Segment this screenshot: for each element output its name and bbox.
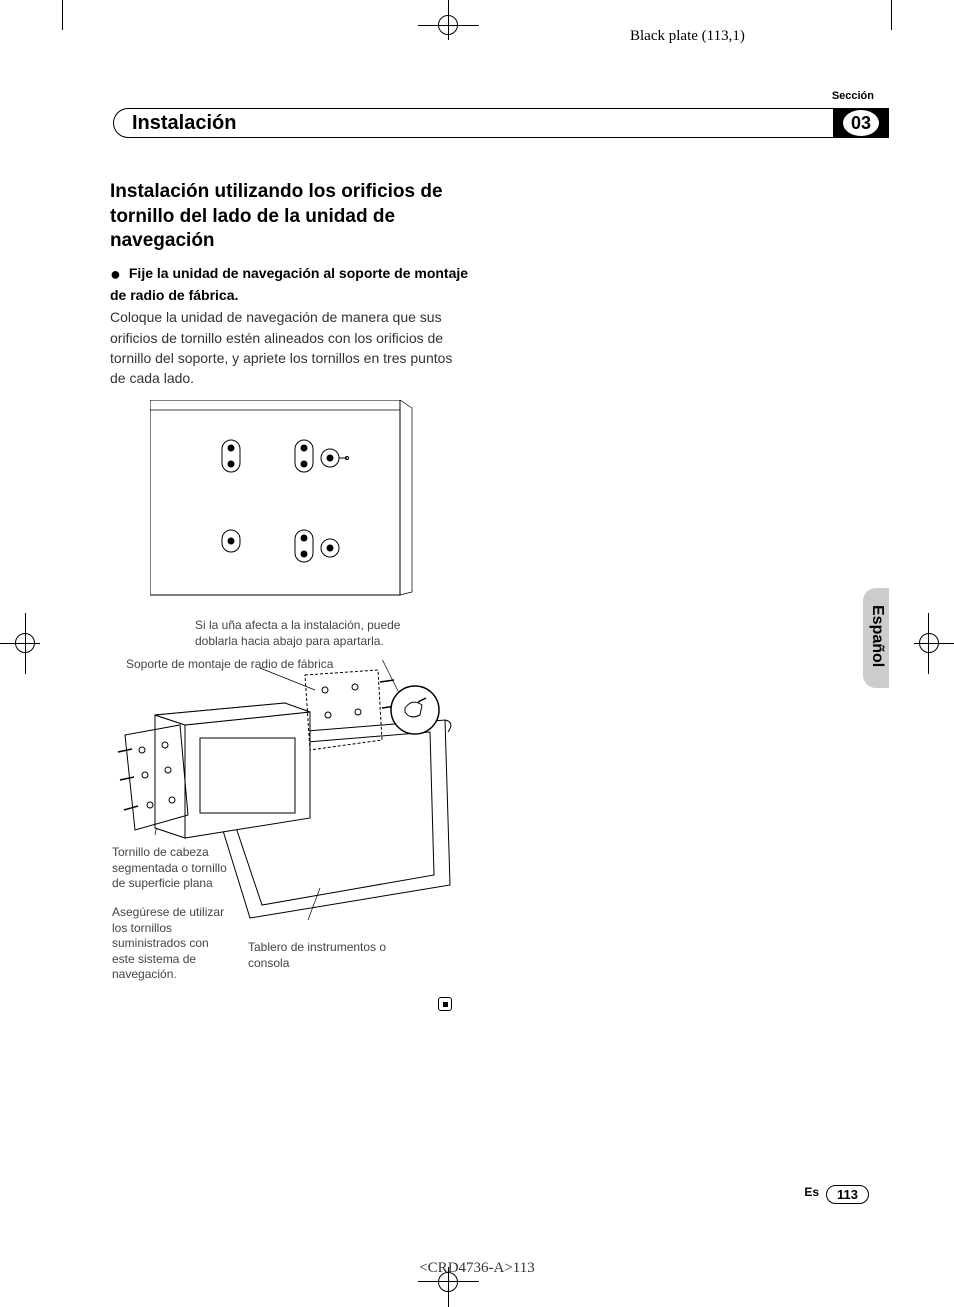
annotation-dashboard: Tablero de instrumentos o consola <box>248 940 398 971</box>
registration-mark <box>15 633 35 653</box>
annotation-nail: Si la uña afecta a la instalación, puede… <box>195 618 445 649</box>
bracket-diagram <box>150 400 420 600</box>
bullet-dot-icon: ● <box>110 264 121 284</box>
trim-mark <box>891 0 892 30</box>
section-end-icon <box>438 997 452 1011</box>
footer-document-code: <CRD4736-A>113 <box>0 1260 954 1277</box>
installation-diagram <box>110 660 460 940</box>
section-label: Sección <box>832 90 874 102</box>
language-label: Español <box>868 605 886 667</box>
body-paragraph: Coloque la unidad de navegación de maner… <box>110 307 470 388</box>
trim-mark <box>62 0 63 30</box>
main-content: Instalación utilizando los orificios de … <box>110 180 470 388</box>
footer-page-number: 113 <box>826 1185 869 1204</box>
section-header: Sección 03 Instalación <box>113 108 889 138</box>
registration-mark <box>438 15 458 35</box>
section-number: 03 <box>843 110 879 136</box>
bullet-item: ●Fije la unidad de navegación al soporte… <box>110 262 470 305</box>
section-title: Instalación <box>113 108 833 138</box>
registration-mark <box>919 633 939 653</box>
footer-lang-abbrev: Es <box>804 1185 819 1199</box>
content-heading: Instalación utilizando los orificios de … <box>110 180 470 254</box>
bullet-text: Fije la unidad de navegación al soporte … <box>110 265 468 303</box>
plate-header: Black plate (113,1) <box>630 28 745 45</box>
